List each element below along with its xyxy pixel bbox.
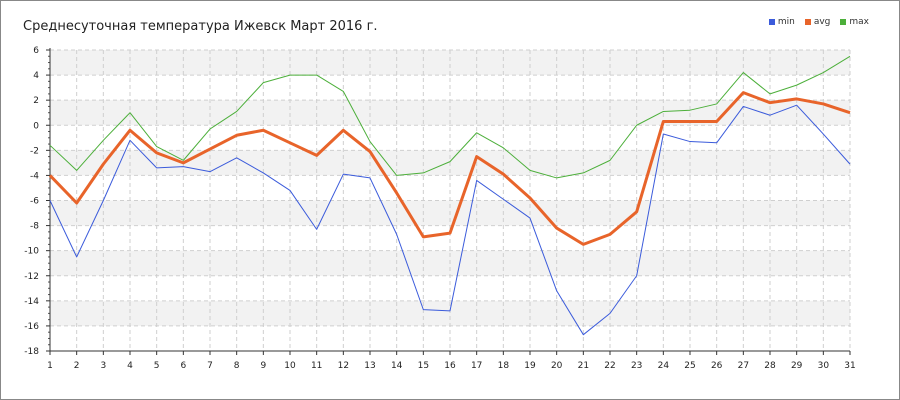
- x-tick-label: 23: [631, 361, 642, 371]
- y-tick-label: -18: [24, 347, 39, 357]
- y-tick-label: -10: [24, 247, 39, 257]
- legend-item-max: max: [840, 17, 869, 27]
- x-tick-label: 11: [311, 361, 322, 371]
- x-tick-label: 20: [551, 361, 563, 371]
- x-tick-label: 21: [578, 361, 589, 371]
- y-tick-label: -16: [24, 322, 39, 332]
- y-tick-label: -14: [24, 297, 39, 307]
- y-tick-label: 6: [33, 46, 39, 56]
- x-tick-label: 31: [844, 361, 855, 371]
- y-tick-label: -2: [30, 146, 39, 156]
- chart-title: Среднесуточная температура Ижевск Март 2…: [23, 19, 378, 34]
- x-tick-label: 10: [284, 361, 296, 371]
- legend-item-min: min: [768, 17, 795, 27]
- legend-swatch-min: [768, 19, 775, 25]
- x-tick-label: 27: [738, 361, 749, 371]
- y-tick-label: 4: [33, 71, 39, 81]
- x-tick-label: 6: [180, 361, 186, 371]
- x-tick-label: 28: [764, 361, 776, 371]
- legend-label-min: min: [777, 17, 795, 27]
- x-tick-label: 15: [418, 361, 429, 371]
- x-tick-label: 18: [498, 361, 510, 371]
- x-tick-label: 9: [260, 361, 266, 371]
- x-tick-label: 29: [791, 361, 803, 371]
- x-tick-label: 3: [100, 361, 106, 371]
- series-line-min: [49, 104, 851, 336]
- legend-swatch-max: [840, 19, 847, 25]
- y-tick-label: -4: [30, 171, 39, 181]
- x-tick-label: 1: [47, 361, 53, 371]
- y-tick-label: -12: [24, 272, 39, 282]
- y-tick-label: -8: [30, 222, 39, 232]
- x-tick-label: 26: [711, 361, 723, 371]
- series-line-max: [49, 55, 851, 179]
- x-tick-label: 4: [127, 361, 133, 371]
- x-tick-label: 14: [391, 361, 403, 371]
- series-line-avg: [48, 91, 851, 246]
- x-tick-label: 24: [658, 361, 670, 371]
- x-tick-label: 12: [338, 361, 349, 371]
- x-tick-label: 5: [154, 361, 160, 371]
- grid-band: [50, 50, 850, 76]
- x-tick-label: 2: [74, 361, 80, 371]
- x-tick-label: 22: [604, 361, 615, 371]
- y-tick-label: -6: [30, 197, 39, 207]
- y-tick-label: 0: [33, 121, 39, 131]
- legend-label-max: max: [849, 17, 869, 27]
- y-tick-label: 2: [33, 96, 39, 106]
- x-tick-label: 13: [364, 361, 375, 371]
- chart-legend: min avg max: [768, 17, 869, 27]
- legend-item-avg: avg: [804, 17, 831, 27]
- legend-label-avg: avg: [813, 17, 831, 27]
- legend-swatch-avg: [804, 19, 811, 25]
- x-tick-label: 8: [234, 361, 240, 371]
- x-tick-label: 16: [444, 361, 456, 371]
- x-tick-label: 17: [471, 361, 482, 371]
- x-tick-label: 7: [207, 361, 213, 371]
- x-tick-label: 25: [684, 361, 695, 371]
- x-tick-label: 19: [524, 361, 536, 371]
- x-tick-label: 30: [818, 361, 830, 371]
